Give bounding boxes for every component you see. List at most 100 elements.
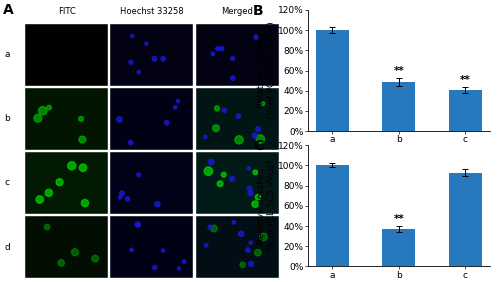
Circle shape <box>152 56 157 61</box>
Text: **: ** <box>394 214 404 224</box>
Bar <box>448 90 482 131</box>
Circle shape <box>36 196 44 203</box>
Circle shape <box>230 176 234 181</box>
Y-axis label: Relative uptakes
(% of PLL-SCS VPGs): Relative uptakes (% of PLL-SCS VPGs) <box>256 160 276 252</box>
Circle shape <box>137 173 140 177</box>
Circle shape <box>128 140 132 145</box>
Circle shape <box>222 108 226 113</box>
Circle shape <box>120 191 124 196</box>
Circle shape <box>252 201 258 207</box>
Circle shape <box>47 105 52 110</box>
Circle shape <box>208 225 212 229</box>
Circle shape <box>145 42 148 45</box>
Circle shape <box>256 127 260 132</box>
FancyBboxPatch shape <box>25 24 108 86</box>
Text: B: B <box>253 4 264 18</box>
Circle shape <box>80 164 87 171</box>
FancyBboxPatch shape <box>196 24 278 86</box>
Circle shape <box>208 159 214 165</box>
Circle shape <box>126 197 130 201</box>
Circle shape <box>236 114 240 118</box>
Circle shape <box>222 172 226 177</box>
FancyBboxPatch shape <box>196 88 278 150</box>
Circle shape <box>130 34 134 38</box>
Circle shape <box>155 202 160 207</box>
Circle shape <box>204 167 212 175</box>
Circle shape <box>56 179 63 186</box>
Text: **: ** <box>460 75 470 85</box>
FancyBboxPatch shape <box>110 216 194 278</box>
Circle shape <box>240 262 246 268</box>
Text: FITC: FITC <box>58 7 76 16</box>
Circle shape <box>38 107 47 115</box>
Circle shape <box>248 190 253 195</box>
Circle shape <box>217 181 223 187</box>
Text: A: A <box>3 3 13 17</box>
Text: **: ** <box>394 65 404 76</box>
Circle shape <box>45 189 52 197</box>
Circle shape <box>212 125 220 131</box>
Bar <box>316 166 349 266</box>
Circle shape <box>152 265 157 270</box>
Circle shape <box>254 35 258 39</box>
Circle shape <box>214 106 220 111</box>
Circle shape <box>174 106 177 109</box>
Circle shape <box>178 267 180 270</box>
Bar <box>448 173 482 266</box>
Circle shape <box>252 133 258 138</box>
Text: b: b <box>4 114 10 123</box>
Bar <box>382 81 416 131</box>
Circle shape <box>68 162 76 170</box>
Circle shape <box>256 135 264 143</box>
Circle shape <box>130 248 133 251</box>
FancyBboxPatch shape <box>25 152 108 214</box>
Text: d: d <box>4 243 10 252</box>
Text: Merged: Merged <box>221 7 253 16</box>
Text: C: C <box>253 139 263 153</box>
Circle shape <box>247 186 252 191</box>
Circle shape <box>261 102 264 105</box>
Circle shape <box>211 52 214 56</box>
Bar <box>316 30 349 131</box>
Circle shape <box>210 225 218 232</box>
Circle shape <box>220 47 224 51</box>
Circle shape <box>255 195 260 200</box>
Circle shape <box>238 231 244 237</box>
Circle shape <box>254 249 261 256</box>
Circle shape <box>117 117 122 122</box>
Circle shape <box>79 136 86 143</box>
Circle shape <box>232 221 235 224</box>
Circle shape <box>129 60 133 64</box>
Circle shape <box>92 255 98 262</box>
FancyBboxPatch shape <box>25 88 108 150</box>
Circle shape <box>137 70 140 74</box>
FancyBboxPatch shape <box>196 152 278 214</box>
Circle shape <box>135 222 140 227</box>
FancyBboxPatch shape <box>196 216 278 278</box>
FancyBboxPatch shape <box>110 24 194 86</box>
Circle shape <box>176 99 180 103</box>
Circle shape <box>182 260 186 263</box>
Circle shape <box>235 136 243 144</box>
Circle shape <box>246 248 250 252</box>
Circle shape <box>216 47 220 51</box>
FancyBboxPatch shape <box>110 88 194 150</box>
Circle shape <box>82 199 88 207</box>
Y-axis label: Relative uptakes
(% of PGA-ODA VPGs): Relative uptakes (% of PGA-ODA VPGs) <box>256 22 276 119</box>
Circle shape <box>34 114 42 122</box>
Circle shape <box>231 57 234 61</box>
Text: c: c <box>4 179 10 188</box>
Circle shape <box>260 233 268 241</box>
Circle shape <box>58 260 64 266</box>
Circle shape <box>248 167 250 170</box>
Circle shape <box>161 56 166 61</box>
Circle shape <box>44 224 50 230</box>
Circle shape <box>118 196 122 199</box>
Bar <box>382 229 416 266</box>
FancyBboxPatch shape <box>25 216 108 278</box>
Circle shape <box>249 241 252 244</box>
Circle shape <box>248 261 254 266</box>
Circle shape <box>136 223 140 227</box>
Circle shape <box>204 244 208 247</box>
Circle shape <box>162 249 164 252</box>
